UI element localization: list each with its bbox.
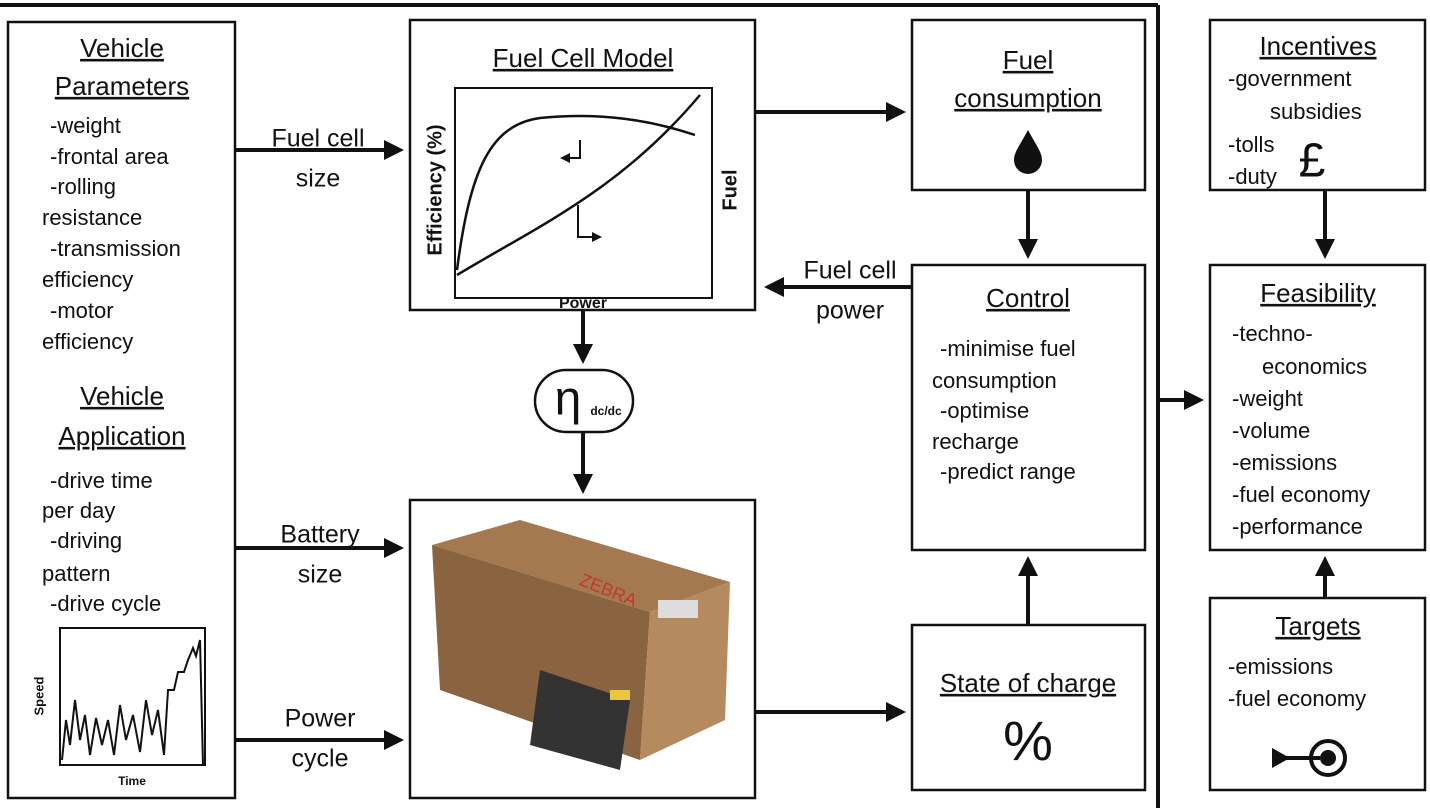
connector-label: size (296, 165, 340, 193)
item: -weight (50, 113, 121, 138)
item: -fuel economy (1232, 482, 1370, 507)
axis-label: Time (118, 774, 146, 788)
connector-label: Fuel cell (271, 125, 364, 153)
incentives: Incentives -government subsidies -tolls … (1208, 18, 1427, 192)
connector-label: size (298, 561, 342, 589)
connectors: Fuel cell size Fuel cell power Battery s… (235, 102, 1335, 773)
item: -government (1228, 66, 1352, 91)
fuel-cell-model: Fuel Cell Model Efficiency (%) Fuel Powe… (408, 18, 757, 312)
axis-label: Efficiency (%) (424, 124, 446, 255)
targets: Targets -emissions -fuel economy (1208, 596, 1427, 792)
title: Application (58, 421, 185, 451)
item: -predict range (940, 459, 1076, 484)
item: -weight (1232, 386, 1303, 411)
item: recharge (932, 429, 1019, 454)
title: Targets (1275, 611, 1360, 641)
item: -drive time (50, 468, 153, 493)
frame (0, 3, 1160, 808)
symbol: % (1003, 709, 1053, 772)
item: efficiency (42, 267, 133, 292)
item: -emissions (1228, 654, 1333, 679)
item: -fuel economy (1228, 686, 1366, 711)
fuel-consumption: Fuel consumption (910, 18, 1147, 192)
title: Vehicle (80, 33, 164, 63)
feasibility: Feasibility -techno- economics -weight -… (1208, 263, 1427, 552)
item: -duty (1228, 164, 1277, 189)
item: -drive cycle (50, 591, 161, 616)
control: Control -minimise fuel consumption -opti… (910, 263, 1147, 552)
connector-label: Power (285, 705, 356, 733)
item: -optimise (940, 398, 1029, 423)
item: -performance (1232, 514, 1363, 539)
item: -frontal area (50, 144, 169, 169)
symbol: η (555, 373, 582, 426)
state-of-charge: State of charge % (910, 623, 1147, 792)
symbol: £ (1299, 135, 1326, 188)
item: -transmission (50, 236, 181, 261)
item: -emissions (1232, 450, 1337, 475)
item: pattern (42, 561, 111, 586)
title: Fuel Cell Model (493, 43, 674, 73)
axis-label: Fuel (719, 169, 741, 210)
item: -volume (1232, 418, 1310, 443)
title: Parameters (55, 71, 189, 101)
item: -techno- (1232, 321, 1313, 346)
title: Feasibility (1260, 278, 1376, 308)
item: economics (1262, 354, 1367, 379)
title: State of charge (940, 668, 1116, 698)
title: Incentives (1259, 31, 1376, 61)
item: consumption (932, 368, 1057, 393)
battery: ZEBRA (408, 498, 757, 800)
item: resistance (42, 205, 142, 230)
connector-label: cycle (292, 745, 349, 773)
axis-label: Speed (31, 676, 46, 715)
speed-plot-frame (59, 627, 206, 766)
item: -rolling (50, 174, 116, 199)
speed-trace (61, 639, 204, 766)
connector-label: Battery (280, 521, 360, 549)
vehicle-box: Vehicle Parameters -weight -frontal area… (6, 20, 237, 800)
title: consumption (954, 83, 1101, 113)
item: -tolls (1228, 132, 1274, 157)
item: -motor (50, 298, 114, 323)
item: -driving (50, 528, 122, 553)
item: -minimise fuel (940, 336, 1076, 361)
title: Vehicle (80, 381, 164, 411)
axis-label: Power (559, 295, 607, 312)
connector-label: power (816, 297, 884, 325)
item: subsidies (1270, 99, 1362, 124)
item: per day (42, 498, 115, 523)
item: efficiency (42, 329, 133, 354)
title: Control (986, 283, 1070, 313)
subscript: dc/dc (590, 404, 622, 418)
connector-label: Fuel cell (803, 257, 896, 285)
title: Fuel (1003, 45, 1054, 75)
converter: η dc/dc (533, 368, 635, 434)
